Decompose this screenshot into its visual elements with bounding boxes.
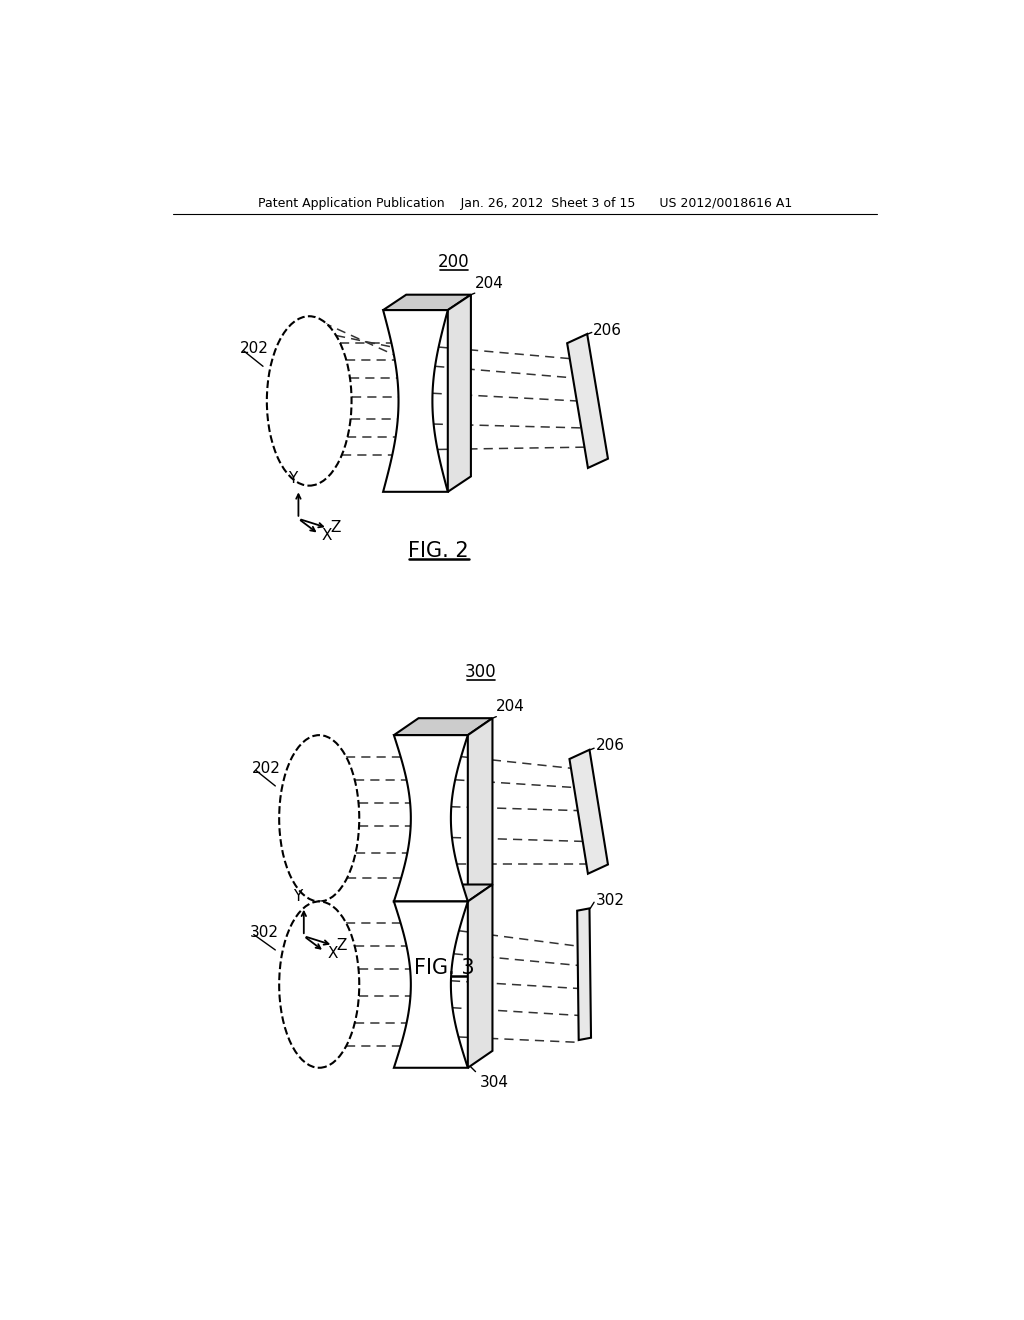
Text: 202: 202 [252,760,282,776]
Polygon shape [468,718,493,902]
Polygon shape [578,908,591,1040]
Text: Y: Y [293,888,302,904]
Text: 206: 206 [596,738,625,754]
Text: Patent Application Publication    Jan. 26, 2012  Sheet 3 of 15      US 2012/0018: Patent Application Publication Jan. 26, … [258,197,792,210]
Text: X: X [328,945,338,961]
Text: 202: 202 [240,341,268,356]
Text: 200: 200 [438,253,470,272]
Polygon shape [468,884,493,1068]
Polygon shape [383,310,447,492]
Text: X: X [322,528,333,544]
Text: FIG. 3: FIG. 3 [415,958,475,978]
Text: 302: 302 [250,925,279,940]
Polygon shape [569,750,608,874]
Text: 206: 206 [593,322,623,338]
Text: Z: Z [336,937,346,953]
Polygon shape [447,294,471,492]
Polygon shape [394,884,493,902]
Text: 204: 204 [497,700,525,714]
Polygon shape [567,334,608,469]
Text: 304: 304 [479,1076,508,1090]
Polygon shape [394,902,468,1068]
Text: FIG. 2: FIG. 2 [409,541,469,561]
Text: Z: Z [331,520,341,536]
Ellipse shape [267,317,351,486]
Text: 300: 300 [465,663,497,681]
Text: 204: 204 [475,276,504,290]
Text: Y: Y [288,471,297,487]
Polygon shape [394,735,468,902]
Ellipse shape [280,735,359,902]
Text: 302: 302 [596,894,625,908]
Ellipse shape [280,902,359,1068]
Polygon shape [383,294,471,310]
Polygon shape [394,718,493,735]
